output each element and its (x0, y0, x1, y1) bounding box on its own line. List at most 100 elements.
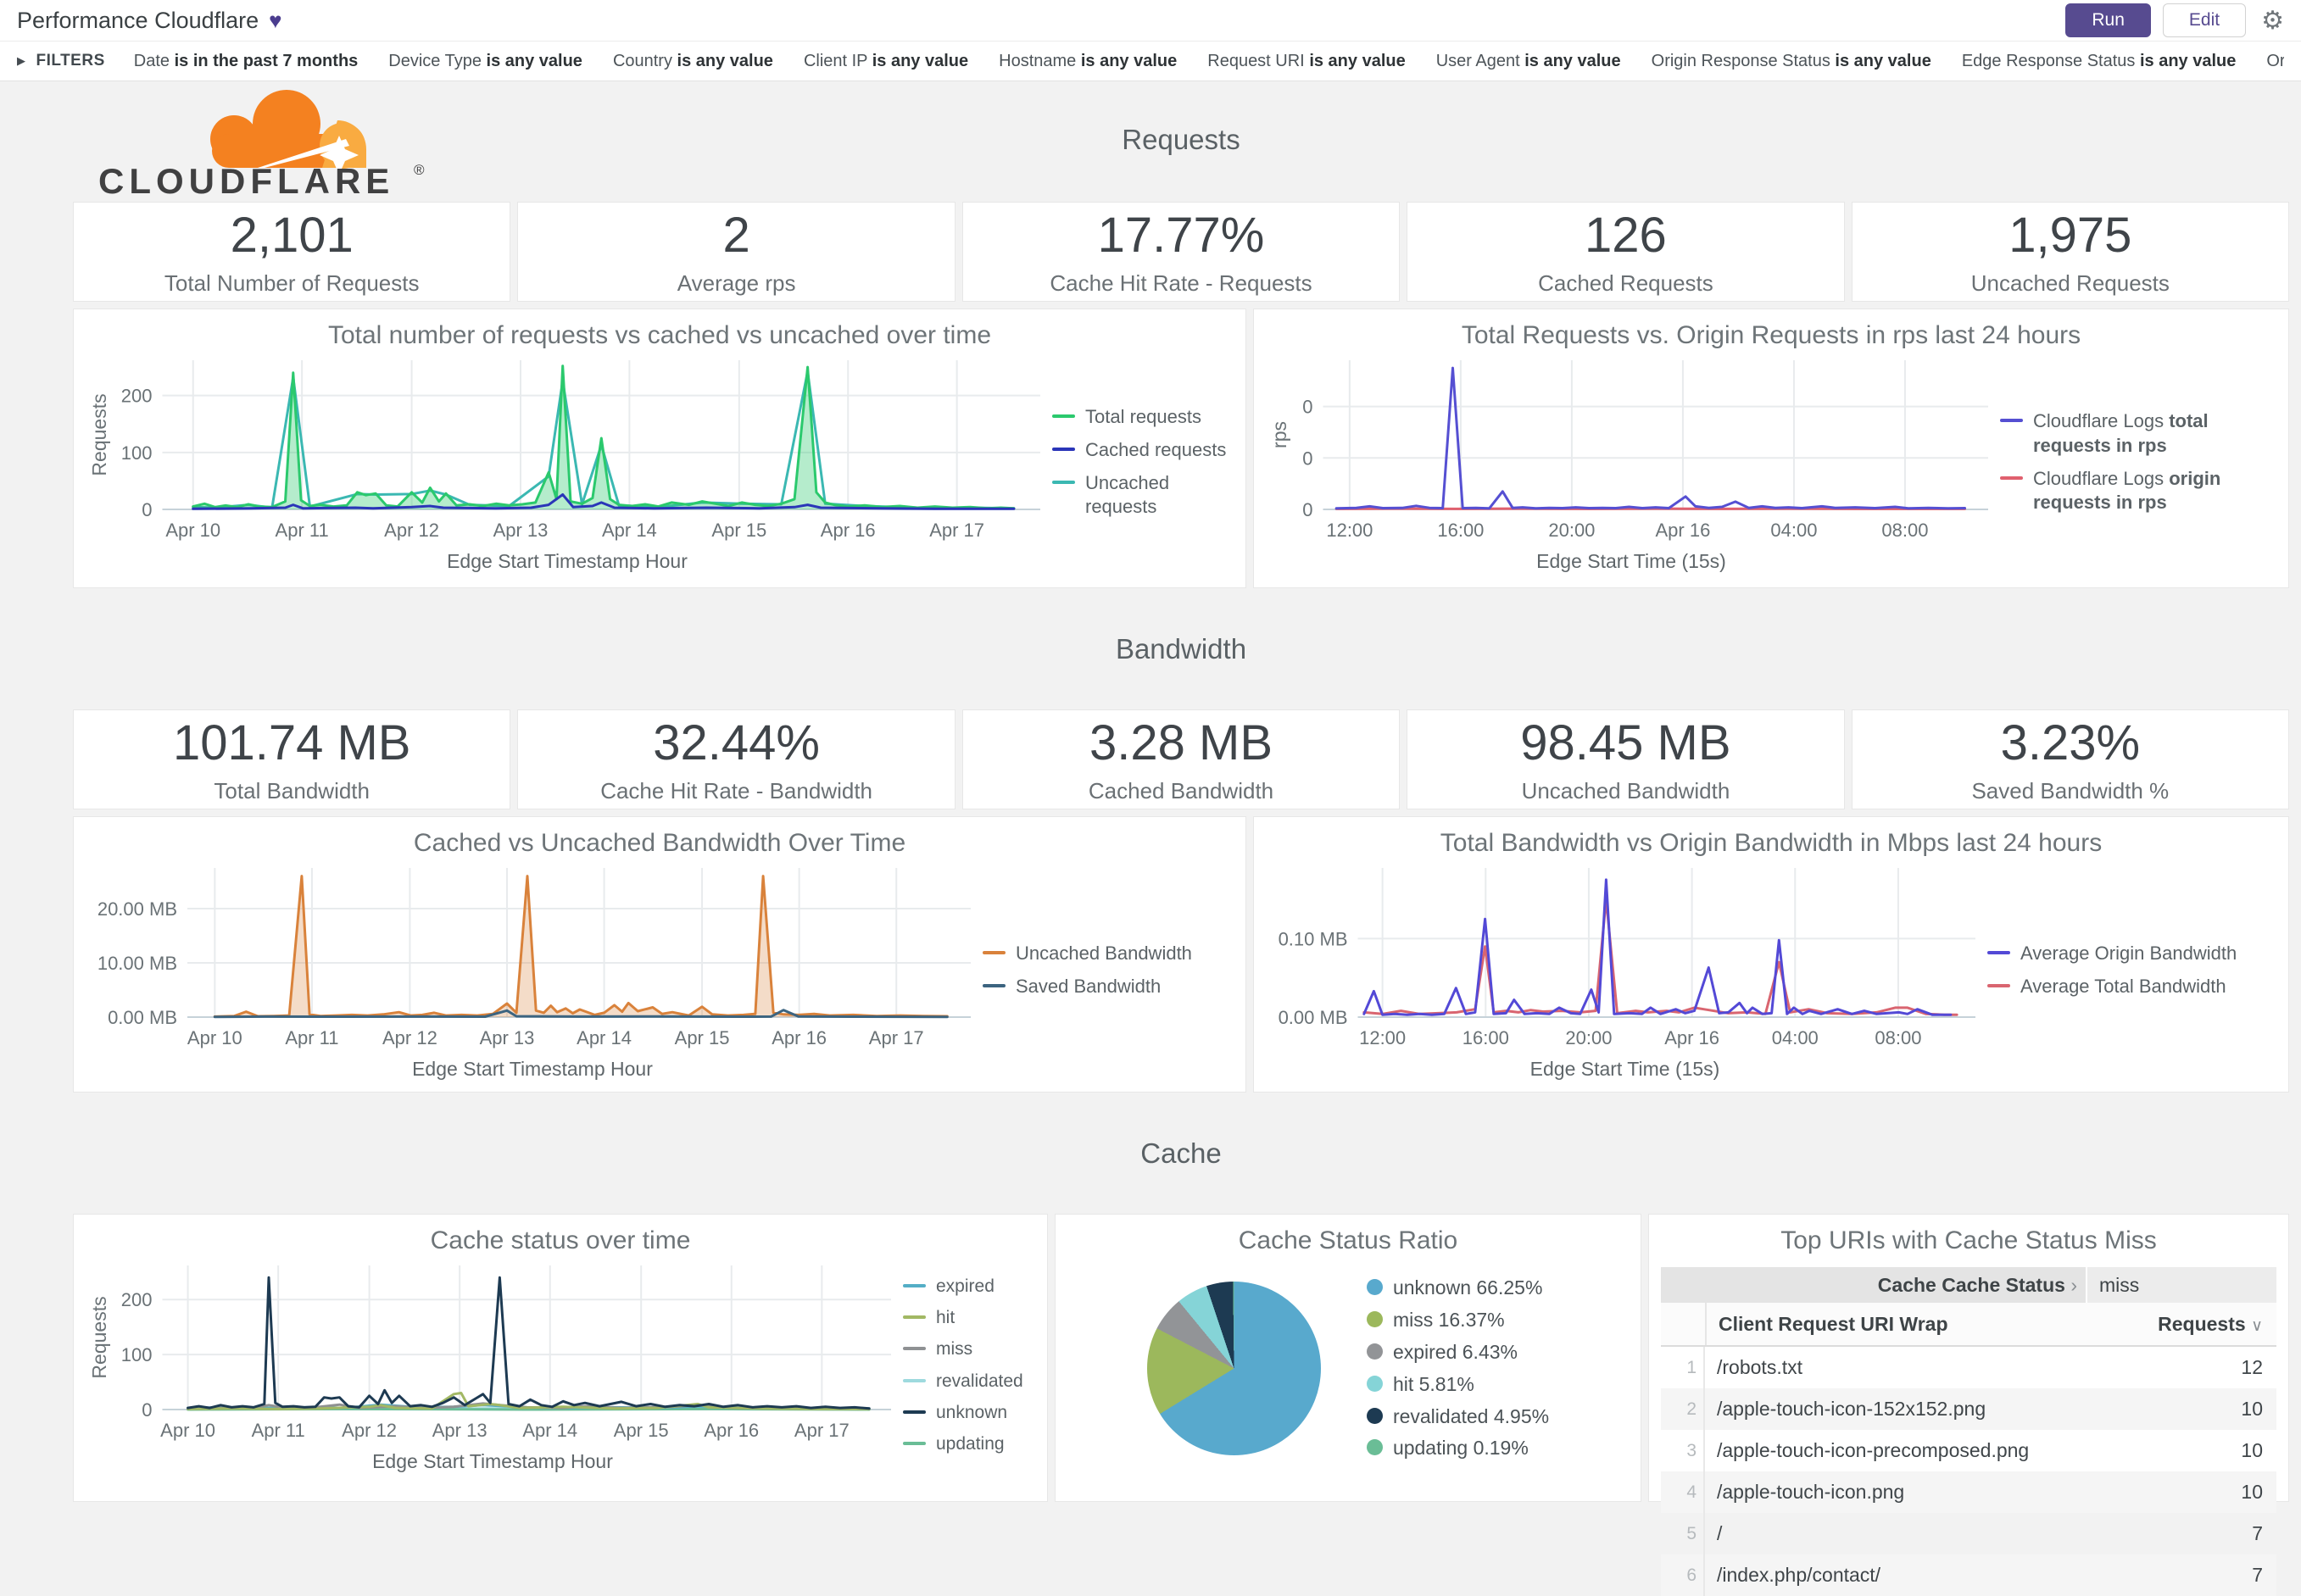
legend-label: Average Origin Bandwidth (2020, 942, 2237, 964)
legend-item[interactable]: expired (903, 1275, 1039, 1298)
filter-item[interactable]: Device Type is any value (388, 52, 582, 71)
filters-toggle[interactable]: ▶ FILTERS (17, 52, 105, 70)
filter-item[interactable]: Country is any value (613, 52, 773, 71)
kpi-tile[interactable]: 98.45 MB Uncached Bandwidth (1407, 709, 1845, 809)
cell-uri[interactable]: /apple-touch-icon-precomposed.png (1717, 1439, 2030, 1461)
pie-legend-item[interactable]: miss 16.37% (1366, 1308, 1549, 1333)
legend-item[interactable]: updating (903, 1432, 1039, 1455)
run-button[interactable]: Run (2065, 3, 2151, 37)
table-row[interactable]: 1/robots.txt 12 (1661, 1347, 2276, 1388)
kpi-value[interactable]: 126 (1585, 208, 1667, 263)
legend-item[interactable]: Saved Bandwidth (983, 975, 1237, 999)
filter-item[interactable]: Origin IP is any value (2266, 52, 2284, 71)
row-number: 6 (1661, 1554, 1705, 1596)
cell-requests[interactable]: 7 (2252, 1564, 2263, 1586)
cell-requests[interactable]: 7 (2252, 1522, 2263, 1544)
cell-requests[interactable]: 12 (2241, 1356, 2263, 1378)
cell-uri[interactable]: /apple-touch-icon.png (1717, 1481, 1905, 1503)
row-number: 4 (1661, 1471, 1705, 1513)
filter-item[interactable]: Hostname is any value (999, 52, 1177, 71)
cell-requests[interactable]: 10 (2241, 1398, 2263, 1420)
kpi-value[interactable]: 2,101 (230, 208, 354, 263)
svg-text:Apr 11: Apr 11 (285, 1027, 338, 1048)
kpi-tile[interactable]: 2,101 Total Number of Requests (73, 202, 511, 302)
column-header-uri[interactable]: Client Request URI Wrap (1719, 1312, 1948, 1335)
gear-icon[interactable]: ⚙ (2261, 6, 2284, 35)
legend-item[interactable]: Cloudflare Logs origin requests in rps (2000, 467, 2280, 515)
pivot-field[interactable]: Cache Cache Status › (1661, 1274, 2086, 1297)
filter-condition: is any value (872, 51, 969, 70)
kpi-tile[interactable]: 126 Cached Requests (1407, 202, 1845, 302)
column-header-requests[interactable]: Requests ∨ (2085, 1313, 2276, 1336)
filter-item[interactable]: Request URI is any value (1207, 52, 1405, 71)
kpi-tile[interactable]: 101.74 MB Total Bandwidth (73, 709, 511, 809)
svg-text:16:00: 16:00 (1437, 520, 1484, 541)
filter-item[interactable]: Date is in the past 7 months (134, 52, 359, 71)
table-row[interactable]: 2/apple-touch-icon-152x152.png 10 (1661, 1388, 2276, 1430)
kpi-tile[interactable]: 17.77% Cache Hit Rate - Requests (961, 202, 1401, 302)
legend-label: miss 16.37% (1392, 1308, 1505, 1331)
kpi-value[interactable]: 17.77% (1097, 208, 1265, 263)
legend-item[interactable]: Uncached Bandwidth (983, 942, 1237, 966)
kpi-value[interactable]: 1,975 (2008, 208, 2132, 263)
pie-legend-item[interactable]: hit 5.81% (1366, 1372, 1549, 1398)
requests-over-time-chart: 0 100 200 Apr 10 Apr 11 Apr 12 Apr 13 Apr 14 Apr… (82, 352, 1052, 548)
kpi-value[interactable]: 3.28 MB (1089, 715, 1273, 770)
panel-bandwidth-24h: Total Bandwidth vs Origin Bandwidth in M… (1253, 816, 2289, 1093)
kpi-tile[interactable]: 32.44% Cache Hit Rate - Bandwidth (517, 709, 956, 809)
kpi-value[interactable]: 101.74 MB (172, 715, 411, 770)
pivot-value-miss[interactable]: miss (2086, 1267, 2276, 1303)
legend-label: Saved Bandwidth (1016, 975, 1162, 997)
legend-swatch (903, 1315, 926, 1319)
legend-item[interactable]: Total requests (1052, 405, 1237, 430)
cell-requests[interactable]: 10 (2241, 1439, 2263, 1461)
kpi-value[interactable]: 98.45 MB (1520, 715, 1731, 770)
kpi-value[interactable]: 2 (722, 208, 750, 263)
chart-legend: Average Origin Bandwidth Average Total Ba… (1987, 859, 2280, 1081)
legend-item[interactable]: Average Total Bandwidth (1987, 975, 2280, 999)
kpi-value[interactable]: 32.44% (653, 715, 820, 770)
cell-uri[interactable]: / (1717, 1522, 1723, 1544)
filter-condition: is any value (2139, 51, 2237, 70)
legend-item[interactable]: revalidated (903, 1370, 1039, 1393)
kpi-tile[interactable]: 1,975 Uncached Requests (1851, 202, 2290, 302)
cell-uri[interactable]: /robots.txt (1717, 1356, 1802, 1378)
svg-text:Apr 13: Apr 13 (432, 1420, 488, 1441)
svg-text:Requests: Requests (88, 1296, 110, 1378)
filters-label: FILTERS (36, 52, 105, 70)
legend-item[interactable]: miss (903, 1337, 1039, 1360)
pie-legend-item[interactable]: updating 0.19% (1366, 1436, 1549, 1461)
table-row[interactable]: 4/apple-touch-icon.png 10 (1661, 1471, 2276, 1513)
legend-item[interactable]: Cached requests (1052, 438, 1237, 463)
kpi-value[interactable]: 3.23% (2000, 715, 2141, 770)
legend-item[interactable]: Average Origin Bandwidth (1987, 942, 2280, 966)
kpi-tile[interactable]: 3.28 MB Cached Bandwidth (961, 709, 1401, 809)
legend-label: Cached requests (1085, 438, 1227, 460)
pie-legend-item[interactable]: revalidated 4.95% (1366, 1404, 1549, 1430)
kpi-tile[interactable]: 2 Average rps (517, 202, 956, 302)
kpi-tile[interactable]: 3.23% Saved Bandwidth % (1851, 709, 2290, 809)
edit-button[interactable]: Edit (2162, 3, 2247, 37)
legend-label: unknown (936, 1402, 1008, 1422)
table-row[interactable]: 6/index.php/contact/7 (1661, 1554, 2276, 1596)
cell-uri[interactable]: /apple-touch-icon-152x152.png (1717, 1398, 1986, 1420)
legend-item[interactable]: Uncached requests (1052, 471, 1237, 520)
table-row[interactable]: 5 / 7 (1661, 1513, 2276, 1554)
pie-legend-item[interactable]: expired 6.43% (1366, 1340, 1549, 1365)
table-row[interactable]: 3/apple-touch-icon-precomposed.png 10 (1661, 1430, 2276, 1471)
chart-legend: Total requests Cached requests Uncached re… (1052, 352, 1237, 573)
filter-item[interactable]: Client IP is any value (804, 52, 968, 71)
pie-legend-item[interactable]: unknown 66.25% (1366, 1276, 1549, 1301)
legend-item[interactable]: hit (903, 1306, 1039, 1329)
cell-uri[interactable]: /index.php/contact/ (1717, 1564, 1881, 1586)
legend-item[interactable]: Cloudflare Logs total requests in rps (2000, 409, 2280, 458)
chevron-right-icon: › (2070, 1273, 2077, 1296)
filter-item[interactable]: Edge Response Status is any value (1962, 52, 2237, 71)
top-uris-table: Cache Cache Status › miss Client Request… (1661, 1267, 2276, 1596)
filter-item[interactable]: Origin Response Status is any value (1652, 52, 1931, 71)
legend-label: hit (936, 1307, 956, 1327)
cell-requests[interactable]: 10 (2241, 1481, 2263, 1503)
legend-label: expired (936, 1276, 994, 1296)
filter-item[interactable]: User Agent is any value (1436, 52, 1621, 71)
legend-item[interactable]: unknown (903, 1401, 1039, 1424)
